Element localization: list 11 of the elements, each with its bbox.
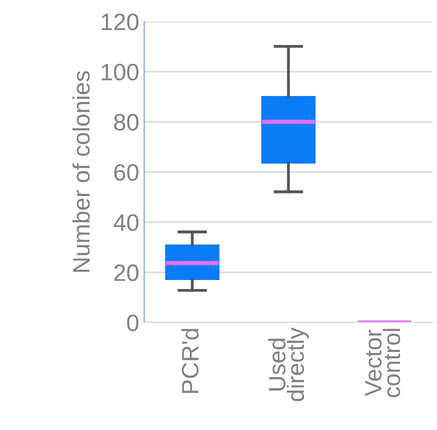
y-axis-title: Number of colonies: [72, 71, 90, 272]
x-tick-label: PCR'd: [181, 328, 199, 393]
y-tick-label: 120: [102, 14, 138, 30]
y-tick-label: 60: [114, 164, 138, 181]
y-tick-label: 20: [114, 264, 138, 282]
y-tick-label: 80: [114, 114, 138, 131]
x-tick-label: Vector control: [365, 328, 400, 398]
y-tick-label: 100: [102, 64, 138, 80]
y-tick-label: 40: [114, 214, 138, 231]
x-tick-label: Used directly: [268, 327, 309, 402]
y-tick-label: 0: [127, 314, 138, 332]
